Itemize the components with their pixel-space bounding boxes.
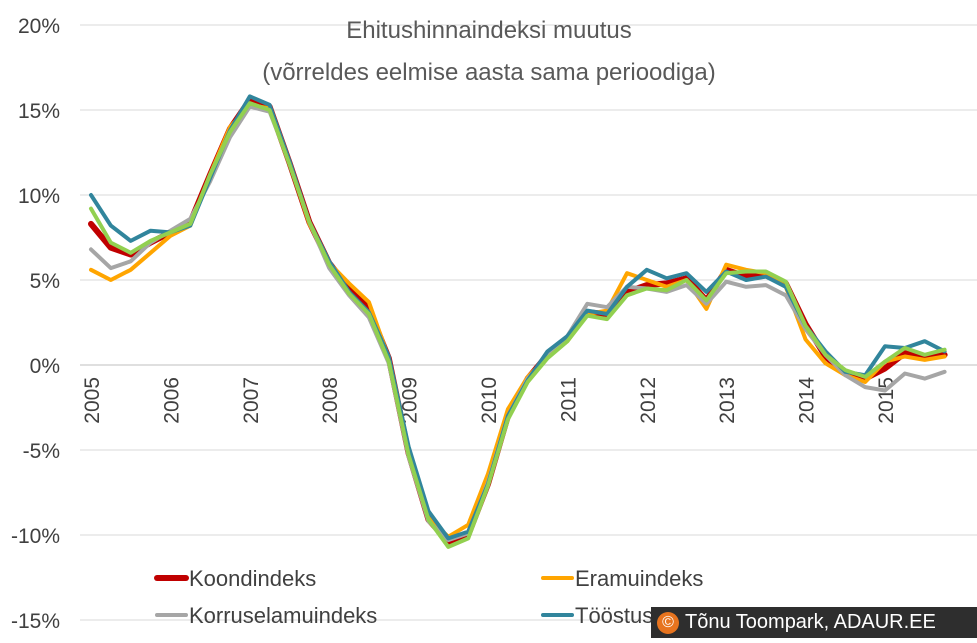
x-tick-label: 2013 xyxy=(716,377,739,424)
x-tick-label: 2008 xyxy=(319,377,342,424)
chart-subtitle: (võrreldes eelmise aasta sama perioodiga… xyxy=(262,59,716,86)
y-tick-label: 5% xyxy=(30,270,60,293)
x-tick-label: 2005 xyxy=(81,377,104,424)
x-axis-ticks: 2005 2006 2007 2008 2009 2010 2011 2012 2013 2014… xyxy=(81,377,898,424)
x-tick-label: 2011 xyxy=(557,377,580,422)
x-tick-label: 2012 xyxy=(637,377,660,424)
legend-label-koondindeks: Koondindeks xyxy=(189,566,316,591)
legend: Koondindeks Eramuindeks Korruselamuindek… xyxy=(154,566,703,628)
y-tick-label: -15% xyxy=(11,610,60,633)
copyright-icon: © xyxy=(657,612,679,634)
legend-label-korruselamuindeks: Korruselamuindeks xyxy=(189,603,377,628)
x-tick-label: 2009 xyxy=(399,377,422,424)
legend-label-toostus: Tööstus xyxy=(575,603,653,628)
y-axis-ticks: 20% 15% 10% 5% 0% -5% -10% -15% xyxy=(11,15,60,633)
credit-text: Tõnu Toompark, ADAUR.EE xyxy=(685,611,936,633)
legend-label-eramuindeks: Eramuindeks xyxy=(575,566,703,591)
x-tick-label: 2010 xyxy=(478,377,501,424)
gridlines xyxy=(80,24,977,621)
y-tick-label: -10% xyxy=(11,525,60,548)
y-tick-label: 10% xyxy=(18,185,60,208)
y-tick-label: 20% xyxy=(18,15,60,38)
x-tick-label: 2007 xyxy=(240,377,263,424)
series-line-eramuindeks xyxy=(89,102,947,539)
credit-watermark: © Tõnu Toompark, ADAUR.EE xyxy=(651,607,977,638)
y-tick-label: -5% xyxy=(23,440,60,463)
x-tick-label: 2014 xyxy=(796,377,819,424)
y-tick-label: 0% xyxy=(30,355,60,378)
series-line-korruselamuindeks xyxy=(89,104,947,543)
series-line-lasteaiaindeks xyxy=(89,101,947,549)
y-tick-label: 15% xyxy=(18,100,60,123)
chart-title: Ehitushinnaindeksi muutus xyxy=(346,17,632,44)
series-lines xyxy=(88,94,948,549)
x-tick-label: 2006 xyxy=(160,377,183,424)
